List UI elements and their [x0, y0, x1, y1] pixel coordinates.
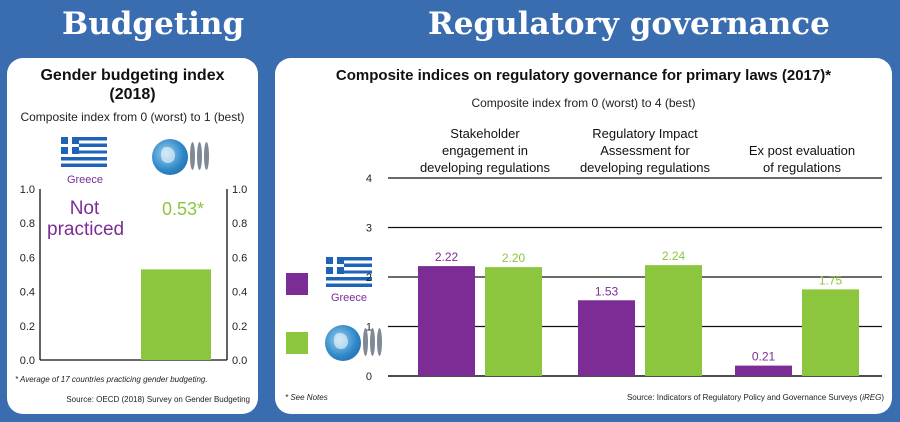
greece-label: Greece: [66, 174, 104, 186]
category-label-line: Ex post evaluation: [748, 143, 856, 158]
gender-budgeting-title-line1: Gender budgeting index: [40, 67, 225, 84]
y-tick-label-left: 0.4: [20, 287, 35, 299]
oecd-value-label: 0.53*: [161, 199, 205, 219]
value-label-greece: 0.21: [752, 350, 776, 364]
regulatory-governance-panel: Composite indices on regulatory governan…: [275, 58, 892, 414]
gender-budgeting-subtitle: Composite index from 0 (worst) to 1 (bes…: [20, 110, 245, 124]
legend-greece-label: Greece: [330, 292, 368, 304]
category-label-line: Regulatory Impact: [592, 126, 698, 141]
category-label: Regulatory Impact Assessment for developin…: [560, 125, 730, 176]
regulatory-title: Composite indices on regulatory governan…: [335, 67, 832, 84]
value-label-oecd: 2.24: [662, 249, 686, 263]
bar-greece-2: [735, 365, 792, 376]
gender-budgeting-title: Gender budgeting index (2018): [7, 66, 258, 104]
bar-oecd-1: [645, 265, 702, 376]
y-tick-label-left: 0.6: [20, 252, 35, 264]
category-label-line: Assessment for: [600, 143, 690, 158]
category-label-line: engagement in: [441, 143, 528, 158]
value-label-greece: 1.53: [595, 284, 619, 298]
category-label-line: developing regulations: [419, 160, 551, 175]
y-tick-label-left: 0.2: [20, 321, 35, 333]
gender-budgeting-source: Source: OECD (2018) Survey on Gender Bud…: [66, 395, 250, 404]
value-label-oecd: 2.20: [502, 251, 526, 265]
bar-greece-0: [418, 266, 475, 376]
regulatory-source: Source: Indicators of Regulatory Policy …: [275, 393, 884, 402]
y-tick-label: 1: [366, 322, 372, 334]
category-label-line: developing regulations: [579, 160, 711, 175]
bar-oecd-2: [802, 289, 859, 376]
y-tick-label: 0: [366, 371, 372, 383]
regulatory-source-ireg: iREG: [862, 393, 882, 402]
category-label: Ex post evaluation of regulations: [717, 142, 887, 176]
legend-oecd-swatch: [286, 332, 308, 354]
y-tick-label-right: 0.4: [232, 287, 247, 299]
y-tick-label-right: 0.6: [232, 252, 247, 264]
legend-greece-swatch: [286, 273, 308, 295]
y-tick-label-right: 0.2: [232, 321, 247, 333]
category-label-line: of regulations: [762, 160, 842, 175]
y-tick-label-right: 1.0: [232, 184, 247, 196]
regulatory-source-suffix: ): [881, 393, 884, 402]
gender-budgeting-title-line2: (2018): [109, 86, 156, 103]
regulatory-subtitle: Composite index from 0 (worst) to 4 (bes…: [471, 96, 696, 110]
y-tick-label-left: 1.0: [20, 184, 35, 196]
category-label: Stakeholder engagement in developing regul…: [400, 125, 570, 176]
value-label-greece: 2.22: [435, 250, 459, 264]
greece-flag-icon: [326, 257, 372, 287]
y-tick-label: 3: [366, 223, 372, 235]
bar-oecd-0: [485, 267, 542, 376]
regulatory-source-prefix: Source: Indicators of Regulatory Policy …: [626, 393, 863, 402]
gender-budgeting-panel: Gender budgeting index (2018) Composite …: [7, 58, 258, 414]
budgeting-header: Budgeting: [62, 6, 245, 42]
y-tick-label-left: 0.0: [20, 355, 35, 367]
value-label-oecd: 1.75: [819, 273, 843, 287]
y-tick-label-left: 0.8: [20, 218, 35, 230]
regulatory-footnote: * See Notes: [285, 393, 328, 402]
y-tick-label-right: 0.0: [232, 355, 247, 367]
not-practiced-line2: practiced: [47, 219, 125, 240]
greece-flag-icon: [61, 137, 107, 167]
y-tick-label: 2: [366, 272, 372, 284]
regulatory-chart: 0 1 2 3 4 2.22 1.53 0.21 2.20 2.24 1.75: [366, 173, 882, 383]
bar-oecd: [141, 269, 211, 360]
not-practiced-line1: Not: [69, 198, 100, 219]
regulatory-governance-header: Regulatory governance: [428, 6, 830, 42]
not-practiced-label: Not practiced: [47, 198, 125, 240]
y-tick-label: 4: [366, 173, 372, 185]
oecd-globe-icon: [152, 139, 188, 175]
y-tick-label-right: 0.8: [232, 218, 247, 230]
oecd-globe-icon: [325, 325, 361, 361]
category-label-line: Stakeholder: [450, 126, 520, 141]
bar-greece-1: [578, 300, 635, 376]
gender-budgeting-footnote: * Average of 17 countries practicing gen…: [15, 375, 208, 384]
gender-budgeting-chart: 0.0 0.0 0.2 0.2 0.4 0.4 0.6 0.6 0.8 0.8 1.0 1.0: [20, 184, 248, 367]
